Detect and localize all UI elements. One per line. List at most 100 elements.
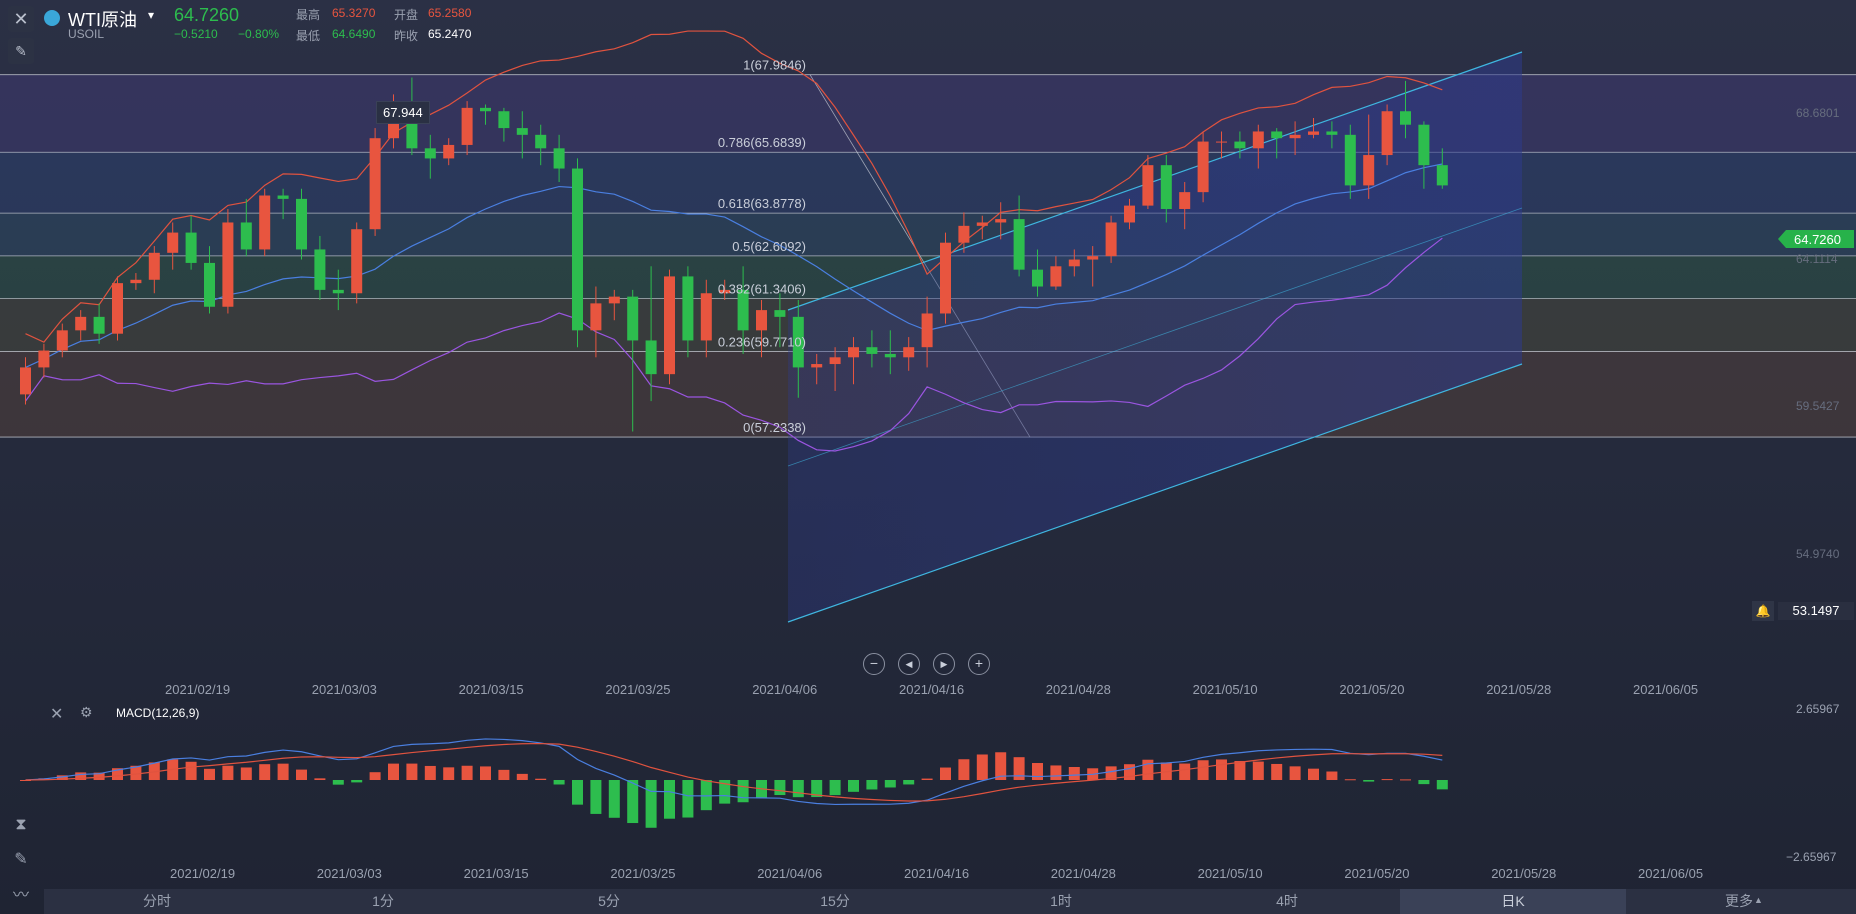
scroll-end-button[interactable]: ▶: [933, 653, 955, 675]
macd-histogram-bar: [1216, 759, 1227, 780]
candle-body: [1289, 134, 1301, 139]
candle-body: [682, 276, 694, 341]
macd-histogram-bar: [1124, 764, 1135, 780]
macd-histogram-bar: [940, 767, 951, 780]
high-value: 65.3270: [332, 6, 376, 20]
macd-histogram-bar: [572, 780, 583, 805]
macd-histogram-bar: [1436, 780, 1448, 790]
candle-body: [1418, 124, 1430, 166]
channel-upper-line: [787, 51, 1523, 311]
timeframe-tab-more[interactable]: 更多: [1725, 893, 1753, 909]
candle-body: [535, 134, 547, 149]
candle-body: [1326, 131, 1338, 135]
candle-body: [314, 249, 326, 290]
candle-body: [259, 195, 271, 250]
zoom-out-button[interactable]: −: [863, 653, 885, 675]
last-price-tag: [1778, 230, 1854, 248]
zoom-in-button[interactable]: +: [968, 653, 990, 675]
candle-body: [1068, 259, 1080, 267]
channel-lower-line: [787, 363, 1523, 623]
timeframe-tab-1min[interactable]: 1分: [372, 893, 394, 909]
macd-histogram-bar: [792, 780, 804, 798]
scroll-start-button[interactable]: ◀: [898, 653, 920, 675]
macd-histogram-bar: [1326, 771, 1338, 780]
symbol-dropdown-icon[interactable]: ▾: [148, 8, 155, 22]
close-chart-button[interactable]: ✕: [8, 6, 34, 32]
candle-body: [222, 222, 234, 307]
timeframe-tab-15min[interactable]: 15分: [820, 893, 850, 909]
date-tick-label: 2021/05/20: [1339, 682, 1405, 697]
candle-body: [130, 279, 142, 284]
date-tick-label: 2021/05/28: [1491, 866, 1557, 881]
symbol-code: USOIL: [68, 27, 105, 41]
date-tick-label: 2021/04/16: [904, 866, 970, 881]
channel-mid-line: [787, 207, 1523, 467]
candle-body: [608, 296, 620, 304]
macd-histogram-bar: [240, 767, 252, 780]
date-tick-label: 2021/05/28: [1486, 682, 1552, 697]
macd-histogram-bar: [1363, 780, 1375, 782]
macd-close-icon[interactable]: ✕: [50, 706, 64, 723]
candle-body: [480, 107, 491, 112]
macd-histogram-bar: [1234, 760, 1246, 780]
chart-type-button[interactable]: 〰: [8, 880, 34, 906]
macd-histogram-bar: [498, 769, 510, 780]
draw-tool-button[interactable]: ✎: [8, 38, 34, 64]
macd-histogram-bar: [921, 778, 933, 780]
macd-histogram-bar: [774, 780, 786, 796]
indicator-tool-button[interactable]: ⧗: [8, 812, 34, 838]
drawing-tool-button[interactable]: ✎: [8, 846, 34, 872]
macd-histogram-bar: [719, 780, 731, 804]
candle-body: [56, 330, 68, 351]
last-price-tag-text: 64.7260: [1794, 232, 1841, 247]
macd-histogram-bar: [351, 780, 363, 783]
candle-body: [93, 316, 105, 334]
macd-histogram-bar: [700, 780, 712, 811]
candle-body: [627, 296, 639, 341]
timeframe-tab-daily[interactable]: 日K: [1501, 893, 1525, 909]
symbol-name[interactable]: WTI原油: [68, 10, 137, 30]
candle-body: [866, 347, 878, 354]
macd-histogram-bar: [829, 780, 841, 796]
candle-body: [756, 310, 767, 331]
candle-body: [1436, 165, 1448, 186]
macd-histogram-bar: [664, 780, 675, 819]
date-tick-label: 2021/05/10: [1197, 866, 1263, 881]
candle-body: [700, 293, 712, 341]
date-tick-label: 2021/04/28: [1050, 866, 1116, 881]
candle-body: [148, 252, 160, 280]
candle-body: [112, 283, 123, 334]
macd-histogram-bar: [314, 778, 326, 780]
symbol-logo: [44, 10, 60, 26]
macd-histogram-bar: [369, 772, 381, 780]
candle-body: [811, 364, 823, 368]
macd-histogram-bar: [480, 766, 491, 780]
more-caret-icon: ▲: [1754, 895, 1763, 905]
candle-body: [1234, 141, 1246, 149]
timeframe-tab-5min[interactable]: 5分: [598, 893, 620, 909]
macd-histogram-bar: [1252, 761, 1264, 780]
timeframe-tab-fenshi[interactable]: 分时: [143, 893, 171, 909]
candle-body: [38, 350, 50, 368]
macd-histogram-bar: [1013, 757, 1025, 780]
macd-histogram-bar: [296, 769, 307, 780]
timeframe-tab-4h[interactable]: 4时: [1276, 893, 1298, 909]
macd-settings-icon[interactable]: ⚙: [80, 704, 93, 720]
timeframe-tab-1h[interactable]: 1时: [1050, 893, 1072, 909]
macd-histogram-bar: [204, 768, 215, 780]
prev-close-value: 65.2470: [428, 27, 472, 41]
macd-histogram-bar: [958, 759, 970, 780]
candle-body: [903, 347, 915, 358]
price-axis-label: 68.6801: [1796, 106, 1840, 120]
macd-histogram-bar: [1050, 765, 1062, 780]
macd-histogram-bar: [93, 772, 105, 780]
macd-histogram-bar: [1289, 766, 1301, 780]
date-tick-label: 2021/05/10: [1192, 682, 1258, 697]
candle-body: [958, 225, 970, 243]
macd-histogram-bar: [148, 762, 160, 780]
candle-body: [664, 276, 675, 375]
date-tick-label: 2021/02/19: [165, 682, 231, 697]
candle-body: [167, 232, 179, 253]
alert-bell-icon[interactable]: 🔔: [1752, 601, 1774, 621]
